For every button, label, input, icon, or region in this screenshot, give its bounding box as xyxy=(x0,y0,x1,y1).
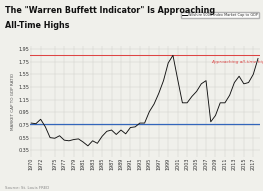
Text: Approaching all-time highs: Approaching all-time highs xyxy=(211,60,263,64)
Legend: Wilshire 5000 Index Market Cap to GDP: Wilshire 5000 Index Market Cap to GDP xyxy=(181,12,259,18)
Text: Source: St. Louis FRED: Source: St. Louis FRED xyxy=(5,186,49,190)
Y-axis label: MARKET CAP TO GDP RATIO: MARKET CAP TO GDP RATIO xyxy=(12,73,16,130)
Text: All-Time Highs: All-Time Highs xyxy=(5,21,70,30)
Text: The "Warren Buffett Indicator" Is Approaching: The "Warren Buffett Indicator" Is Approa… xyxy=(5,6,215,15)
